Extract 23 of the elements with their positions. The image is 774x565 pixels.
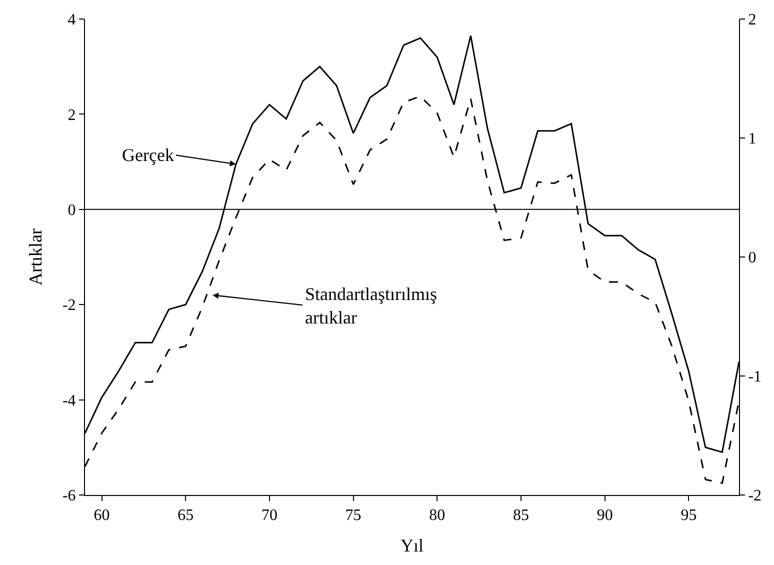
- y2-tick-label: 0: [748, 250, 756, 267]
- x-tick-label: 95: [680, 507, 697, 524]
- y2-tick-label: -2: [748, 488, 762, 505]
- x-tick-label: 80: [429, 507, 446, 524]
- y2-tick-label: -1: [748, 368, 762, 386]
- x-tick-label: 65: [178, 507, 194, 524]
- annotation: Standartlaştırılmış artıklar: [305, 284, 437, 328]
- x-tick-label: 85: [513, 507, 529, 524]
- x-tick-label: 60: [94, 507, 110, 524]
- y-axis-title: Artıklar: [26, 228, 46, 286]
- x-tick-label: 75: [345, 507, 362, 524]
- y-tick-label: 4: [68, 12, 76, 29]
- y-tick-label: -2: [62, 297, 76, 314]
- y-tick-label: -4: [62, 392, 76, 410]
- y-tick-label: -6: [62, 488, 76, 505]
- x-axis-title: Yıl: [400, 535, 424, 556]
- y-tick-label: 0: [68, 202, 76, 219]
- annotation: Gerçek: [122, 145, 174, 165]
- y-tick-label: 2: [68, 106, 76, 124]
- x-tick-label: 70: [261, 507, 278, 524]
- y2-tick-label: 1: [748, 130, 756, 148]
- x-tick-label: 90: [596, 507, 613, 524]
- y2-tick-label: 2: [748, 12, 756, 29]
